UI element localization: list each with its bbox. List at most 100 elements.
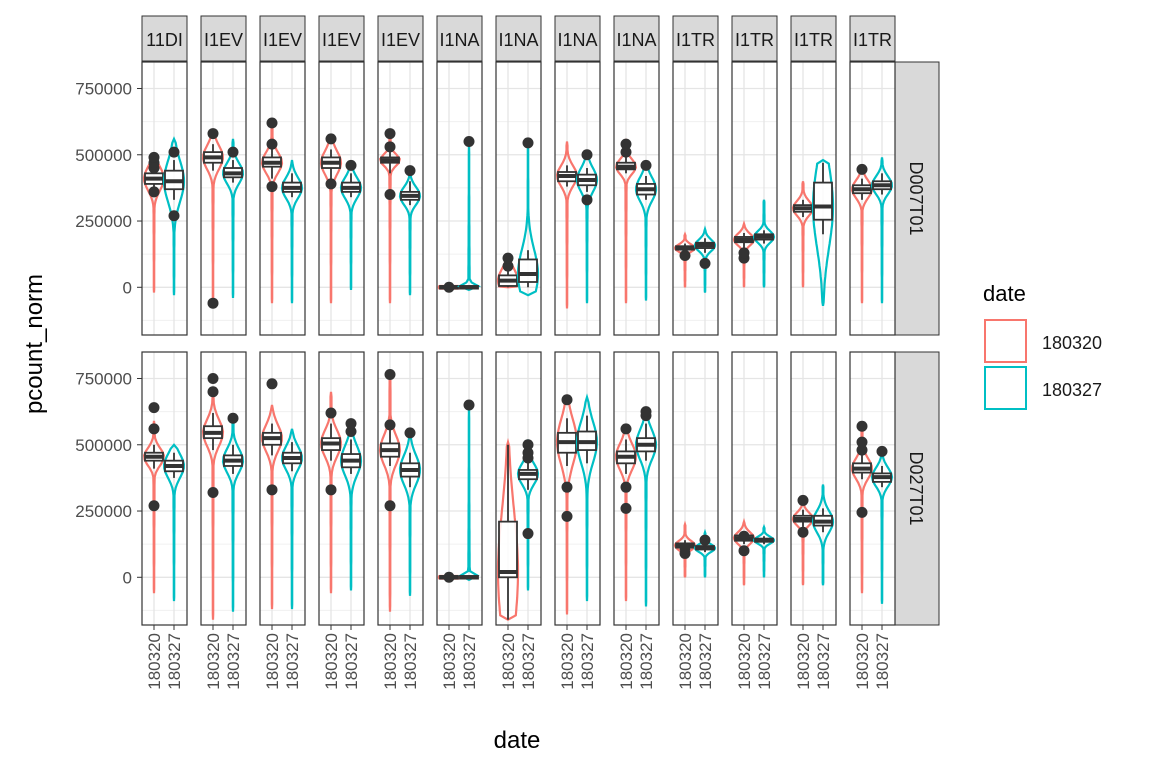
violin-180320 (732, 517, 756, 586)
outlier-point (384, 369, 396, 381)
outlier-point (325, 133, 337, 145)
outlier-point (227, 412, 239, 424)
panel-D027T01-col-12: 180320 180327 (790, 351, 837, 690)
outlier-point (856, 436, 868, 448)
series-180320 (142, 402, 166, 594)
series-180320 (378, 128, 402, 304)
facet-strip-box (318, 15, 365, 62)
facet-strip-col-6: I1NA (436, 15, 483, 62)
facet-strip-box (849, 15, 896, 62)
facet-strip-col-7: I1NA (495, 15, 542, 62)
facet-row-strip-box (892, 61, 940, 336)
series-180327 (811, 484, 835, 586)
panel-D027T01-col-6: 180320 180327 (436, 351, 483, 690)
x-tick-label: 180320 (263, 633, 282, 690)
outlier-point (620, 481, 632, 493)
facet-strip-label: I1NA (439, 30, 479, 50)
legend-label-180320: 180320 (1042, 333, 1102, 353)
facet-strip-box (495, 15, 542, 62)
series-180320 (378, 369, 402, 612)
panel-border (200, 61, 247, 336)
panel-D027T01-col-7: 180320 180327 (495, 351, 542, 690)
outlier-point (620, 146, 632, 158)
box-180327 (813, 181, 833, 221)
panel-border (849, 61, 896, 336)
violin-180320 (673, 231, 697, 288)
series-180320 (261, 378, 283, 610)
panel-D007T01-col-1 (141, 61, 188, 336)
facet-strip-label: I1NA (557, 30, 597, 50)
series-180327 (280, 159, 304, 304)
panel-border (318, 61, 365, 336)
facet-strip-col-13: I1TR (849, 15, 896, 62)
series-180320 (319, 133, 343, 304)
series-180320 (201, 373, 225, 620)
violin-180327 (752, 523, 776, 578)
panel-border (554, 61, 601, 336)
legend-swatch-180327 (984, 366, 1027, 410)
outlier-point (463, 399, 475, 411)
panel-border (377, 61, 424, 336)
panel-border (436, 351, 483, 626)
violin-180327 (693, 225, 717, 293)
facet-row-strip-label: D007T01 (906, 161, 926, 235)
outlier-point (404, 165, 416, 177)
x-axis-title: date (494, 727, 541, 754)
series-180320 (260, 117, 284, 304)
panel-border (731, 351, 778, 626)
outlier-point (581, 149, 593, 161)
series-180327 (339, 159, 363, 290)
violin-180327 (162, 443, 186, 602)
outlier-point (384, 128, 396, 140)
violin-180327 (162, 136, 186, 296)
y-axis-title: pcount_norm (21, 274, 48, 414)
outlier-point (522, 137, 534, 149)
panel-D027T01-col-4: 180320 180327 (318, 351, 365, 690)
series-180327 (458, 399, 480, 582)
panel-D007T01-col-6 (436, 61, 483, 336)
outlier-point (168, 146, 180, 158)
facet-strip-col-11: I1TR (731, 15, 778, 62)
violin-180320 (673, 520, 697, 578)
series-180320 (850, 163, 874, 304)
x-tick-label: 180327 (755, 633, 774, 690)
outlier-point (168, 210, 180, 222)
legend-label-180327: 180327 (1042, 380, 1102, 400)
series-180327 (221, 412, 245, 612)
panel-background (437, 62, 482, 335)
panel-D007T01-col-11 (731, 61, 778, 336)
panel-border (849, 351, 896, 626)
facet-strip-box (259, 15, 306, 62)
x-tick-label: 180327 (696, 633, 715, 690)
panel-border (495, 351, 542, 626)
facet-strip-label: I1NA (498, 30, 538, 50)
panel-background (142, 352, 187, 625)
box-180327 (518, 258, 538, 283)
facet-strip-col-8: I1NA (554, 15, 601, 62)
x-tick-label: 180320 (322, 633, 341, 690)
panel-background (732, 352, 777, 625)
outlier-point (620, 502, 632, 514)
outlier-point (345, 418, 357, 430)
outlier-point (404, 427, 416, 439)
facet-strip-row-D027T01: D027T01 (892, 351, 940, 626)
outlier-point (325, 178, 337, 190)
panel-D007T01-col-2 (200, 61, 247, 336)
x-tick-label: 180327 (814, 633, 833, 690)
panel-border (377, 351, 424, 626)
outlier-point (561, 394, 573, 406)
outlier-point (856, 163, 868, 175)
facet-strip-label: 11DI (146, 30, 183, 50)
violin-180327 (280, 159, 304, 304)
outlier-point (266, 117, 278, 129)
violin-180327 (752, 199, 776, 288)
outlier-point (325, 407, 337, 419)
outlier-point (738, 545, 750, 557)
outlier-point (561, 481, 573, 493)
facet-strip-label: I1EV (322, 30, 361, 50)
x-tick-label: 180320 (204, 633, 223, 690)
facet-strip-box (377, 15, 424, 62)
outlier-point (856, 444, 868, 456)
series-180320 (791, 494, 815, 586)
panel-D027T01-col-5: 180320 180327 (377, 351, 424, 690)
